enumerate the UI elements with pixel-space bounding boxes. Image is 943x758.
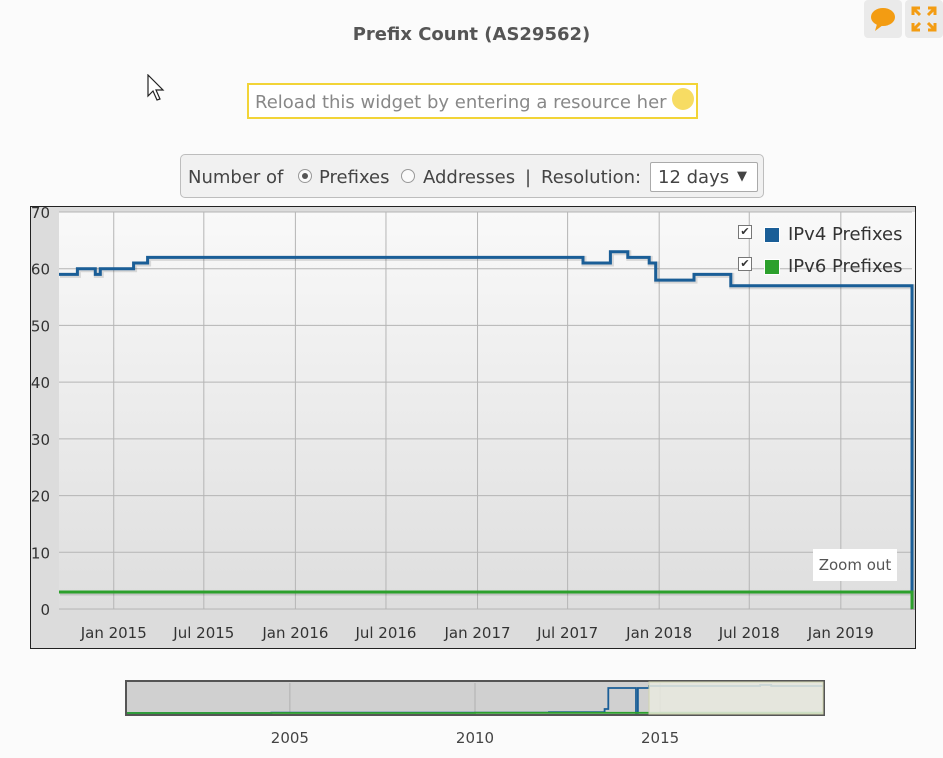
series-line-ipv4[interactable] <box>59 250 914 609</box>
legend-label-ipv4[interactable]: IPv4 Prefixes <box>788 224 903 245</box>
y-tick-label: 40 <box>31 374 50 392</box>
resolution-value: 12 days <box>658 167 730 188</box>
number-of-label: Number of <box>188 167 284 188</box>
y-tick-label: 60 <box>31 261 50 279</box>
plot-background <box>59 212 915 609</box>
option-addresses-label[interactable]: Addresses <box>423 167 516 188</box>
lightbulb-icon <box>672 88 694 110</box>
radio-prefixes[interactable] <box>298 169 312 183</box>
y-tick-label: 70 <box>31 207 50 222</box>
y-tick-label: 30 <box>31 431 50 449</box>
navigator-tick-label: 2005 <box>271 729 309 747</box>
x-tick-label: Jul 2018 <box>718 624 780 642</box>
widget-title: Prefix Count (AS29562) <box>352 24 591 45</box>
x-tick-label: Jul 2016 <box>354 624 416 642</box>
y-tick-label: 20 <box>31 488 50 506</box>
legend-swatch-ipv6 <box>764 259 780 275</box>
chevron-down-icon: ▼ <box>737 169 747 184</box>
navigator-tick-label: 2010 <box>456 729 494 747</box>
navigator[interactable]: 2005 2010 2015 <box>0 678 943 758</box>
resource-search-input[interactable]: Reload this widget by entering a resourc… <box>247 83 698 119</box>
navigator-selection[interactable] <box>648 681 824 715</box>
prefix-count-chart[interactable]: 0 10 20 30 40 50 60 70 Jan 2015 Jul 2015 Jan 2016 J… <box>31 207 915 648</box>
x-tick-label: Jan 2018 <box>625 624 692 642</box>
legend-checkbox-ipv4[interactable]: ✔ <box>738 225 752 239</box>
option-prefixes-label[interactable]: Prefixes <box>319 167 390 188</box>
x-tick-label: Jan 2019 <box>807 624 874 642</box>
chart-controls: Number of Prefixes Addresses | Resolutio… <box>180 154 764 198</box>
x-tick-label: Jan 2016 <box>261 624 328 642</box>
chart-area: 0 10 20 30 40 50 60 70 Jan 2015 Jul 2015 Jan 2016 J… <box>30 206 916 649</box>
x-tick-label: Jul 2015 <box>172 624 234 642</box>
resolution-select[interactable]: 12 days ▼ <box>650 162 758 192</box>
mouse-cursor-icon <box>147 74 165 101</box>
radio-addresses[interactable] <box>401 169 415 183</box>
x-tick-label: Jul 2017 <box>536 624 598 642</box>
resolution-label: Resolution: <box>541 167 642 188</box>
y-tick-label: 10 <box>31 544 50 562</box>
legend-label-ipv6[interactable]: IPv6 Prefixes <box>788 256 903 277</box>
feedback-button[interactable] <box>864 0 902 38</box>
series-line-ipv6[interactable] <box>59 590 914 609</box>
y-tick-label: 0 <box>40 601 50 619</box>
zoom-out-button[interactable]: Zoom out <box>813 549 897 581</box>
navigator-tick-label: 2015 <box>641 729 679 747</box>
fullscreen-button[interactable] <box>905 0 943 38</box>
separator: | <box>525 167 532 188</box>
speech-bubble-icon <box>871 8 895 31</box>
x-tick-label: Jan 2017 <box>443 624 510 642</box>
legend-swatch-ipv4 <box>764 227 780 243</box>
legend-checkbox-ipv6[interactable]: ✔ <box>738 257 752 271</box>
x-tick-label: Jan 2015 <box>80 624 147 642</box>
fullscreen-icon <box>911 6 937 32</box>
y-tick-label: 50 <box>31 317 50 335</box>
